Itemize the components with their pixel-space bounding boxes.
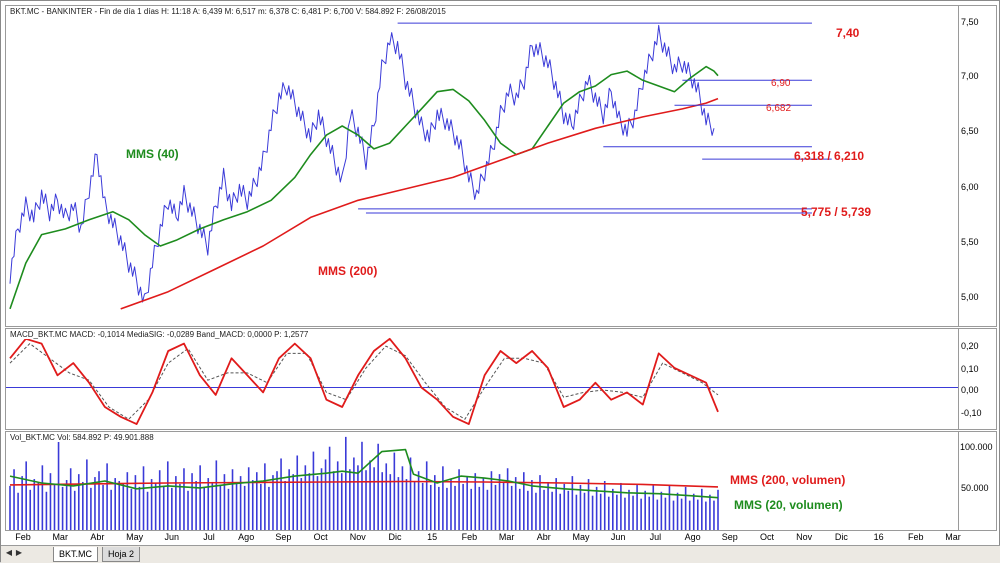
price-chart-svg — [9, 22, 832, 310]
legend-mms-40: MMS (40) — [126, 147, 179, 161]
y-tick: -0,10 — [961, 408, 982, 418]
annotation-5775-5739: 5,775 / 5,739 — [801, 205, 872, 219]
macd-y-axis[interactable]: 0,20 0,10 0,00 -0,10 — [959, 328, 997, 430]
price-panel[interactable]: BKT.MC - BANKINTER - Fin de día 1 días H… — [5, 5, 959, 327]
mms-20-volumen-line — [9, 448, 719, 499]
sheet-tab-bar: ◀ ▶ BKT.MC Hoja 2 — [1, 545, 1000, 563]
y-tick: 7,00 — [961, 71, 979, 81]
y-tick: 6,50 — [961, 126, 979, 136]
month-label: May — [572, 532, 590, 542]
macd-signal-line — [9, 343, 719, 420]
month-label: Mar — [52, 532, 68, 542]
month-label: Jun — [164, 532, 180, 542]
x-axis[interactable]: Feb Mar Abr May Jun Jul Ago Sep Oct Nov Dic 15 Feb Ma… — [5, 531, 997, 545]
legend-mms-20-volumen: MMS (20, volumen) — [734, 498, 843, 512]
month-label: Mar — [498, 532, 515, 542]
month-label: Feb — [908, 532, 924, 542]
month-label: Jul — [203, 532, 215, 542]
tab-bkt-mc[interactable]: BKT.MC — [53, 547, 99, 562]
price-header: BKT.MC - BANKINTER - Fin de día 1 días H… — [8, 7, 448, 16]
month-label: Feb — [15, 532, 31, 542]
volume-chart-svg — [9, 436, 719, 530]
tab-hoja-2[interactable]: Hoja 2 — [102, 547, 141, 562]
annotation-6682: 6,682 — [766, 103, 792, 114]
month-label: May — [126, 532, 144, 542]
y-tick: 7,50 — [961, 17, 979, 27]
month-label: Dic — [834, 532, 848, 542]
month-label: Ago — [684, 532, 701, 542]
volume-header: Vol_BKT.MC Vol: 584.892 P: 49.901.888 — [8, 433, 156, 442]
month-label: Jun — [610, 532, 626, 542]
tab-next-button[interactable]: ▶ — [15, 548, 23, 557]
month-label: Sep — [275, 532, 292, 542]
volume-panel[interactable]: Vol_BKT.MC Vol: 584.892 P: 49.901.888 MM… — [5, 431, 959, 531]
y-tick: 100.000 — [960, 442, 993, 452]
month-label: Oct — [759, 532, 775, 542]
y-tick: 6,00 — [961, 182, 979, 192]
y-tick: 0,20 — [961, 341, 979, 351]
month-label: Feb — [461, 532, 478, 542]
month-label: Dic — [388, 532, 402, 542]
y-tick: 5,50 — [961, 237, 979, 247]
month-label: Abr — [536, 532, 551, 542]
mms-40-line — [9, 65, 719, 310]
macd-header: MACD_BKT.MC MACD: -0,1014 MediaSIG: -0,0… — [8, 330, 311, 339]
price-line — [9, 24, 715, 303]
volume-y-axis[interactable]: 100.000 50.000 — [959, 431, 997, 531]
legend-mms-200: MMS (200) — [318, 264, 378, 278]
price-y-axis[interactable]: 7,50 7,00 6,50 6,00 5,50 5,00 — [959, 5, 997, 327]
annotation-740: 7,40 — [836, 26, 860, 40]
month-label: Nov — [796, 532, 813, 542]
mms-200-line — [120, 97, 719, 310]
annotation-690: 6,90 — [771, 78, 791, 89]
y-tick: 0,00 — [961, 385, 979, 395]
month-label: Mar — [945, 532, 961, 542]
y-tick: 5,00 — [961, 292, 979, 302]
y-tick: 50.000 — [961, 483, 989, 493]
month-label: Abr — [90, 532, 105, 542]
month-label: Ago — [238, 532, 255, 542]
month-label: 16 — [873, 532, 884, 542]
macd-chart-svg — [6, 337, 958, 425]
annotation-6318-6210: 6,318 / 6,210 — [794, 149, 865, 163]
legend-mms-200-volumen: MMS (200, volumen) — [730, 473, 846, 487]
y-tick: 0,10 — [961, 364, 979, 374]
month-label: 15 — [427, 532, 438, 542]
month-label: Sep — [721, 532, 738, 542]
tab-prev-button[interactable]: ◀ — [5, 548, 13, 557]
macd-line — [9, 337, 719, 425]
month-label: Nov — [349, 532, 366, 542]
mms-200-volumen-line — [9, 480, 719, 488]
macd-panel[interactable]: MACD_BKT.MC MACD: -0,1014 MediaSIG: -0,0… — [5, 328, 959, 430]
month-label: Oct — [313, 532, 328, 542]
month-label: Jul — [649, 532, 662, 542]
